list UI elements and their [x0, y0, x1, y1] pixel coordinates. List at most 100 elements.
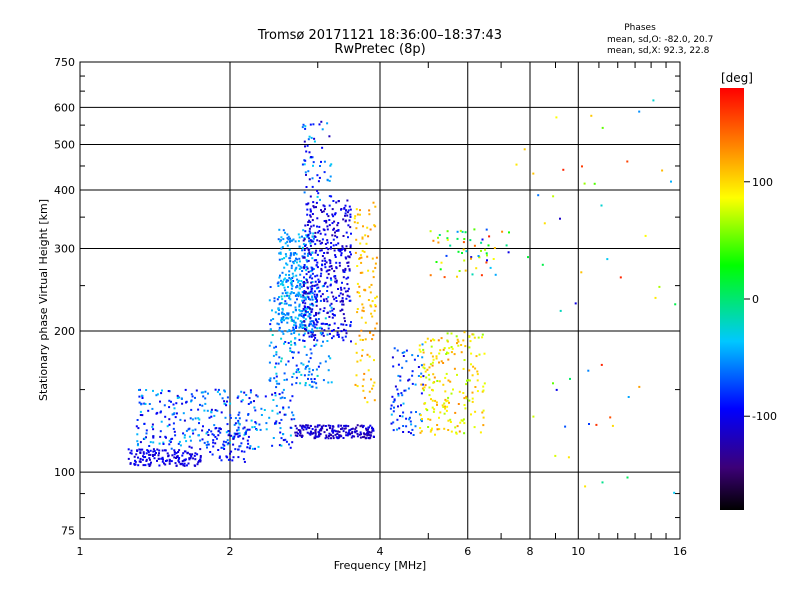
data-point — [269, 328, 272, 331]
data-point — [341, 336, 344, 339]
data-point — [654, 296, 657, 299]
data-point — [324, 317, 327, 320]
data-point — [186, 452, 189, 455]
data-point — [324, 233, 327, 236]
data-point — [305, 307, 308, 310]
data-point — [456, 275, 458, 278]
data-point — [423, 367, 426, 370]
data-point — [487, 244, 490, 247]
data-point — [303, 299, 306, 302]
data-point — [340, 248, 343, 251]
data-point — [332, 437, 335, 440]
data-point — [427, 426, 430, 428]
data-point — [326, 276, 329, 279]
data-point — [282, 406, 285, 409]
y-tick-label: 200 — [54, 325, 75, 338]
data-point — [295, 261, 298, 264]
data-point — [349, 226, 352, 229]
data-point — [278, 252, 281, 255]
data-point — [155, 412, 158, 415]
data-point — [313, 344, 316, 347]
data-point — [300, 362, 303, 365]
data-point — [333, 270, 336, 273]
data-point — [293, 418, 296, 421]
data-point — [319, 249, 322, 252]
data-point — [283, 266, 286, 269]
data-point — [451, 347, 454, 350]
data-point — [306, 144, 309, 147]
data-point — [373, 399, 376, 402]
data-point — [294, 431, 297, 434]
data-point — [240, 450, 243, 453]
data-point — [309, 208, 312, 211]
data-point — [185, 400, 188, 403]
data-point — [319, 242, 322, 245]
data-point — [276, 412, 279, 415]
data-point — [461, 230, 464, 233]
data-point — [392, 429, 395, 432]
data-point — [289, 292, 292, 295]
data-point — [342, 218, 345, 221]
data-point — [277, 308, 280, 311]
data-point — [403, 351, 406, 354]
data-point — [396, 388, 399, 391]
data-point — [562, 168, 565, 171]
data-point — [419, 414, 422, 417]
data-point — [302, 309, 305, 312]
data-point — [481, 411, 484, 414]
data-point — [282, 284, 285, 287]
data-point — [275, 386, 278, 389]
data-point — [310, 352, 313, 355]
data-point — [347, 261, 350, 264]
data-point — [331, 316, 334, 319]
data-point — [300, 280, 303, 282]
data-point — [328, 332, 331, 335]
data-point — [156, 393, 159, 396]
data-point — [243, 460, 246, 463]
data-point — [323, 220, 326, 222]
data-point — [588, 423, 590, 425]
data-point — [372, 334, 375, 337]
data-point — [305, 186, 308, 188]
data-point — [269, 377, 272, 380]
data-point — [305, 353, 308, 356]
data-point — [335, 279, 338, 282]
data-point — [330, 246, 332, 249]
data-point — [152, 450, 155, 453]
data-point — [287, 279, 289, 282]
data-point — [340, 323, 343, 326]
data-point — [168, 459, 171, 462]
data-point — [527, 256, 529, 259]
data-point — [138, 395, 141, 398]
data-point — [188, 445, 191, 448]
data-point — [237, 435, 240, 438]
data-point — [626, 476, 629, 479]
data-point — [424, 370, 427, 373]
data-point — [237, 421, 240, 424]
data-point — [296, 298, 298, 301]
colorbar-tick-label: 0 — [752, 293, 759, 306]
data-point — [272, 354, 275, 357]
data-point — [319, 275, 322, 278]
data-point — [418, 348, 421, 351]
data-point — [249, 391, 252, 394]
data-point — [611, 424, 614, 427]
data-point — [281, 292, 284, 295]
data-point — [238, 423, 241, 426]
data-point — [445, 372, 448, 375]
data-point — [290, 239, 293, 242]
data-point — [139, 410, 142, 413]
data-point — [282, 388, 285, 391]
data-point — [279, 283, 282, 286]
data-point — [178, 440, 181, 443]
data-point — [336, 333, 339, 336]
data-point — [391, 395, 394, 398]
data-point — [447, 419, 450, 422]
data-point — [402, 411, 405, 414]
data-point — [321, 293, 324, 296]
data-point — [139, 441, 142, 444]
data-point — [300, 312, 303, 315]
data-point — [290, 332, 293, 335]
data-point — [225, 404, 228, 407]
data-point — [430, 429, 433, 432]
